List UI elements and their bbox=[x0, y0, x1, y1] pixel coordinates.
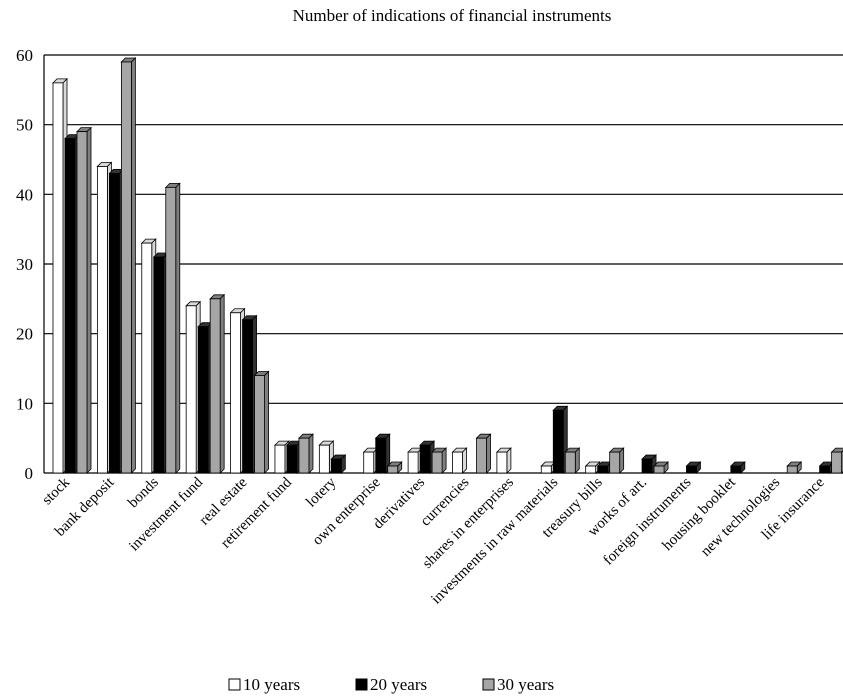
y-tick-label: 60 bbox=[16, 46, 33, 65]
bars bbox=[52, 57, 843, 474]
bar bbox=[597, 465, 609, 474]
bar bbox=[197, 326, 209, 474]
bar-side bbox=[264, 370, 269, 474]
bar bbox=[64, 138, 76, 474]
bar bbox=[452, 451, 463, 474]
legend-swatch bbox=[355, 678, 368, 691]
legend: 10 years 20 years 30 years bbox=[228, 675, 554, 694]
bar bbox=[831, 451, 843, 474]
bar bbox=[540, 465, 552, 474]
bar bbox=[476, 437, 487, 474]
bar bbox=[496, 451, 508, 474]
bar-side bbox=[574, 447, 580, 474]
bar bbox=[108, 173, 120, 474]
bar bbox=[564, 451, 576, 474]
x-tick-label: new technologies bbox=[698, 474, 783, 559]
bar bbox=[330, 458, 342, 474]
bar-side bbox=[441, 447, 447, 474]
bar bbox=[819, 465, 831, 474]
bar bbox=[96, 166, 108, 474]
bar-side bbox=[308, 433, 314, 474]
x-tick-label: stock bbox=[39, 474, 73, 508]
bar-side bbox=[486, 433, 491, 474]
bar bbox=[318, 444, 330, 474]
bar-side bbox=[175, 182, 181, 474]
y-tick-labels: 0 10 20 30 40 50 60 bbox=[16, 46, 33, 483]
bar-side bbox=[462, 447, 467, 474]
bar bbox=[387, 465, 399, 474]
legend-label: 30 years bbox=[497, 675, 554, 694]
legend-swatch bbox=[482, 678, 495, 691]
bar bbox=[407, 451, 419, 474]
y-tick-label: 10 bbox=[16, 394, 33, 413]
bar bbox=[686, 465, 697, 474]
y-tick-label: 20 bbox=[16, 325, 33, 344]
bar bbox=[786, 465, 798, 474]
bar bbox=[153, 256, 165, 474]
bar bbox=[52, 82, 64, 474]
bar bbox=[141, 242, 153, 474]
bar bbox=[274, 444, 286, 474]
bar bbox=[431, 451, 443, 474]
bar bbox=[120, 61, 132, 474]
y-tick-label: 30 bbox=[16, 255, 33, 274]
bar-side bbox=[506, 447, 512, 474]
x-tick-label: lotery bbox=[303, 474, 339, 510]
y-tick-label: 50 bbox=[16, 116, 33, 135]
bar bbox=[609, 451, 621, 474]
bar bbox=[375, 437, 387, 474]
bar bbox=[185, 305, 197, 474]
bar bbox=[552, 409, 564, 474]
bar bbox=[585, 465, 597, 474]
legend-label: 10 years bbox=[243, 675, 300, 694]
bar bbox=[730, 465, 742, 474]
bar bbox=[254, 375, 265, 474]
bar bbox=[209, 298, 221, 474]
y-tick-label: 0 bbox=[25, 464, 34, 483]
bar bbox=[641, 458, 653, 474]
bar-top bbox=[830, 447, 843, 453]
y-tick-label: 40 bbox=[16, 185, 33, 204]
chart-title: Number of indications of financial instr… bbox=[293, 6, 612, 25]
bar-side bbox=[130, 57, 136, 474]
bar bbox=[76, 131, 88, 474]
bar bbox=[242, 319, 253, 474]
bar bbox=[653, 465, 665, 474]
axes bbox=[43, 55, 843, 474]
bar bbox=[419, 444, 431, 474]
bar bbox=[230, 312, 241, 474]
bar-side bbox=[86, 126, 92, 474]
legend-swatch bbox=[228, 678, 241, 691]
bar bbox=[165, 186, 177, 474]
bar bbox=[363, 451, 375, 474]
bar-side bbox=[219, 293, 225, 474]
legend-label: 20 years bbox=[370, 675, 427, 694]
bar bbox=[286, 444, 298, 474]
bar-side bbox=[619, 447, 625, 474]
bar bbox=[298, 437, 310, 474]
x-tick-label: bonds bbox=[125, 474, 162, 511]
